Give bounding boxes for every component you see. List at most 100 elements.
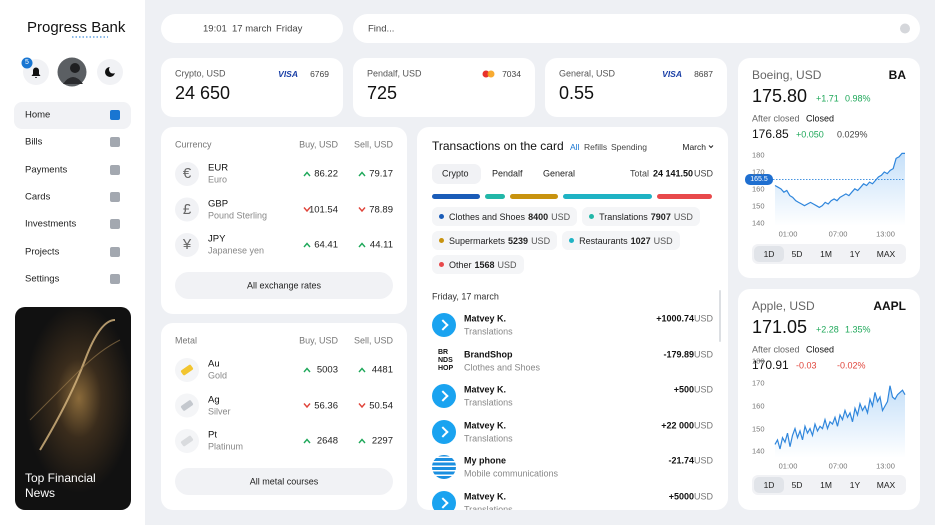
nav-icon [110, 137, 120, 148]
category-currency: USD [497, 259, 517, 270]
filter-tab[interactable]: All [570, 141, 580, 152]
account-tab[interactable]: General [543, 168, 576, 179]
code: EUR [208, 162, 229, 174]
month-select[interactable]: March [682, 141, 706, 152]
amount-currency: USD [693, 313, 713, 324]
account-card[interactable] [161, 58, 343, 117]
category-chip[interactable]: Restaurants 1027 USD [562, 231, 680, 250]
metal-button[interactable] [175, 468, 393, 495]
buy-rate: 86.22 [314, 168, 338, 180]
button-label[interactable]: All exchange rates [246, 280, 322, 291]
y-tick-label: 140 [752, 218, 765, 228]
transaction-list: Matvey K. Translations +1000.74 USD BR NDS HOP… [417, 306, 719, 510]
total: 24 141.50 [652, 168, 693, 179]
payee: BrandShop [464, 349, 513, 360]
payee: Matvey K. [464, 384, 507, 395]
range-button[interactable]: 1D [763, 479, 775, 490]
nav-item[interactable]: Cards [25, 191, 51, 203]
transaction-row[interactable]: Matvey K. Translations +500 USD [417, 379, 719, 413]
code: JPY [208, 233, 226, 245]
nav-item[interactable]: Projects [25, 245, 60, 257]
x-tick-label: 01:00 [778, 461, 798, 471]
name: Silver [208, 406, 231, 417]
after-label: After closed [752, 344, 800, 355]
currency-button[interactable] [175, 272, 393, 299]
range-button[interactable]: 1M [820, 479, 832, 490]
transaction-row[interactable]: BR NDS HOP BrandShop Clothes and Shoes -179.8… [417, 344, 719, 378]
code: Au [208, 358, 220, 370]
y-tick-label: 160 [752, 401, 765, 411]
category-chip[interactable]: Translations 7907 USD [582, 207, 700, 226]
range-button[interactable]: 1D [763, 248, 775, 259]
nav-item[interactable]: Home [25, 109, 51, 121]
nav-item[interactable]: Investments [25, 218, 77, 230]
category-currency: USD [531, 235, 551, 246]
category-currency: USD [653, 235, 673, 246]
account-tab[interactable]: Pendalf [492, 168, 523, 179]
category-amount: 5239 [508, 235, 529, 246]
after-label: After closed [752, 113, 800, 124]
account-tab[interactable]: Crypto [442, 168, 469, 179]
category-chip[interactable]: Clothes and Shoes 8400 USD [432, 207, 578, 226]
brand-logo: HOP [438, 364, 454, 372]
category-dot [589, 214, 595, 219]
range-button[interactable]: 1Y [849, 248, 861, 259]
tab-active [432, 164, 481, 184]
sell-rate: 78.89 [369, 203, 393, 215]
search-bar[interactable] [353, 14, 920, 43]
account-card[interactable] [353, 58, 535, 117]
after-status: Closed [806, 344, 835, 355]
y-tick-label: 150 [752, 424, 765, 434]
category-bar [657, 194, 712, 199]
weekday: Friday [276, 22, 303, 34]
buy-rate: 56.36 [314, 399, 338, 411]
amount-currency: USD [693, 349, 713, 360]
nav-item[interactable]: Payments [25, 163, 68, 175]
transaction-row[interactable]: My phone Mobile communications -21.74 USD [417, 450, 719, 484]
range-button[interactable]: MAX [876, 479, 896, 490]
range-bar [752, 244, 906, 264]
nav-item[interactable]: Bills [25, 136, 43, 148]
transfer-icon [432, 490, 456, 510]
account-card[interactable] [545, 58, 727, 117]
amount: +22 000 [661, 420, 694, 431]
transaction-row[interactable]: Matvey K. Translations +1000.74 USD [417, 308, 719, 342]
ticker: AAPL [873, 298, 906, 313]
y-tick-label: 160 [752, 184, 765, 194]
filter-tab[interactable]: Refills [584, 141, 608, 152]
category-chip[interactable]: Supermarkets 5239 USD [432, 231, 558, 250]
name: Euro [208, 174, 228, 185]
card-title: Transactions on the card [432, 138, 564, 153]
filter-tab[interactable]: Spending [611, 141, 647, 152]
range-button[interactable]: MAX [876, 248, 896, 259]
transaction-row[interactable]: Matvey K. Translations +22 000 USD [417, 415, 719, 449]
amount-currency: USD [693, 491, 713, 502]
category-chips: Clothes and Shoes 8400 USD Translations 7907… [432, 207, 717, 279]
y-tick-label: 170 [752, 167, 765, 177]
category-chip[interactable]: Other 1568 USD [432, 255, 524, 274]
after-price: 170.91 [752, 357, 789, 372]
time: 19:01 [203, 22, 227, 34]
marker-label: 165.5 [750, 175, 768, 183]
account-label: General, USD [559, 68, 616, 79]
after-change: +0.050 [796, 129, 824, 140]
badge-count: 5 [25, 58, 29, 66]
range-bar [752, 475, 906, 495]
transaction-row[interactable]: Matvey K. Translations +5000 USD [417, 486, 719, 510]
brand-logo: NDS [438, 356, 453, 364]
range-button[interactable]: 1Y [849, 479, 861, 490]
category-bar [510, 194, 558, 199]
range-button[interactable]: 1M [820, 248, 832, 259]
balance: 725 [367, 83, 398, 104]
category-name: Other [449, 259, 472, 270]
nav-item[interactable]: Settings [25, 273, 60, 285]
search-placeholder[interactable]: Find... [368, 22, 395, 34]
transfer-icon [432, 419, 456, 444]
card-number: 7034 [502, 68, 521, 79]
button-label[interactable]: All metal courses [249, 476, 319, 487]
y-tick-label: 150 [752, 201, 765, 211]
range-button[interactable]: 5D [791, 479, 803, 490]
change-pct: 0.98% [845, 93, 871, 104]
range-button[interactable]: 5D [791, 248, 803, 259]
